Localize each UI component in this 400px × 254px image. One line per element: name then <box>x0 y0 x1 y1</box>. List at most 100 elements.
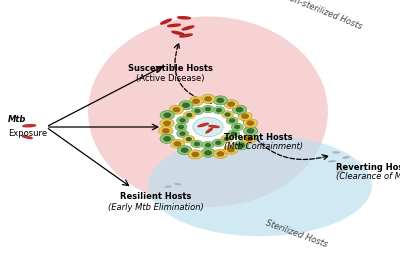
Circle shape <box>164 113 170 117</box>
Text: (Active Disease): (Active Disease) <box>136 74 204 83</box>
Circle shape <box>216 141 221 144</box>
Circle shape <box>176 117 188 124</box>
Circle shape <box>173 108 180 112</box>
Text: Sterilized Hosts: Sterilized Hosts <box>264 218 328 249</box>
Circle shape <box>180 119 185 122</box>
Circle shape <box>163 129 169 133</box>
Circle shape <box>175 123 187 131</box>
Circle shape <box>201 94 215 103</box>
Circle shape <box>187 114 192 117</box>
Circle shape <box>159 126 173 135</box>
Ellipse shape <box>22 136 32 138</box>
Circle shape <box>195 109 200 113</box>
Circle shape <box>238 112 252 121</box>
Circle shape <box>217 98 224 102</box>
Circle shape <box>228 130 240 138</box>
Circle shape <box>206 144 210 147</box>
Circle shape <box>224 100 238 109</box>
Circle shape <box>180 132 185 135</box>
Circle shape <box>247 129 254 133</box>
Circle shape <box>234 141 248 150</box>
Circle shape <box>160 119 174 128</box>
Text: (Mtb Containment): (Mtb Containment) <box>224 141 303 151</box>
Text: (Clearance of Mtb): (Clearance of Mtb) <box>336 172 400 181</box>
Circle shape <box>169 105 184 114</box>
Text: Reverting Hosts: Reverting Hosts <box>336 163 400 172</box>
Circle shape <box>188 150 202 159</box>
Circle shape <box>177 146 192 155</box>
Circle shape <box>212 139 224 147</box>
Circle shape <box>202 105 214 113</box>
Circle shape <box>201 148 215 157</box>
Circle shape <box>242 114 248 118</box>
Circle shape <box>230 119 234 122</box>
Circle shape <box>226 117 238 124</box>
Circle shape <box>213 149 228 158</box>
Text: Mtb: Mtb <box>8 115 26 124</box>
Circle shape <box>213 106 225 114</box>
Text: Non-sterilized Hosts: Non-sterilized Hosts <box>282 0 363 31</box>
Text: Exposure: Exposure <box>8 129 47 138</box>
Circle shape <box>228 102 234 106</box>
Circle shape <box>235 125 240 129</box>
Circle shape <box>193 117 223 137</box>
Circle shape <box>222 111 234 118</box>
Circle shape <box>202 141 214 149</box>
Circle shape <box>231 132 236 135</box>
Circle shape <box>217 152 224 156</box>
Circle shape <box>224 145 238 154</box>
Circle shape <box>236 108 243 112</box>
Ellipse shape <box>206 128 212 133</box>
Circle shape <box>246 137 252 141</box>
Ellipse shape <box>209 125 219 128</box>
Text: Tolerant Hosts: Tolerant Hosts <box>224 133 293 142</box>
Text: Resilient Hosts: Resilient Hosts <box>120 192 192 201</box>
Circle shape <box>174 142 180 146</box>
Circle shape <box>189 97 203 106</box>
Circle shape <box>179 101 193 110</box>
Circle shape <box>183 111 195 119</box>
Ellipse shape <box>175 184 181 185</box>
Ellipse shape <box>178 17 190 19</box>
Circle shape <box>164 137 170 141</box>
Circle shape <box>243 126 258 135</box>
Circle shape <box>224 137 229 140</box>
Circle shape <box>186 138 191 141</box>
Ellipse shape <box>161 19 171 24</box>
Ellipse shape <box>182 26 194 30</box>
Ellipse shape <box>339 166 345 167</box>
Ellipse shape <box>180 34 192 37</box>
Circle shape <box>205 97 211 101</box>
Ellipse shape <box>337 171 343 172</box>
Circle shape <box>160 134 174 144</box>
Circle shape <box>164 121 170 125</box>
Circle shape <box>213 96 228 105</box>
Circle shape <box>247 121 254 125</box>
Ellipse shape <box>329 161 335 162</box>
Circle shape <box>231 123 243 131</box>
Circle shape <box>225 113 230 116</box>
Circle shape <box>194 142 199 146</box>
Circle shape <box>160 111 174 120</box>
Circle shape <box>216 109 221 112</box>
Circle shape <box>243 119 258 128</box>
Ellipse shape <box>148 135 372 236</box>
Circle shape <box>183 135 195 143</box>
Ellipse shape <box>23 125 36 127</box>
Circle shape <box>176 130 188 137</box>
Circle shape <box>170 139 184 148</box>
Circle shape <box>178 125 183 129</box>
Circle shape <box>206 107 210 110</box>
Circle shape <box>238 143 244 147</box>
Ellipse shape <box>343 157 349 158</box>
Circle shape <box>232 105 247 114</box>
Circle shape <box>191 140 203 148</box>
Ellipse shape <box>172 31 184 35</box>
Ellipse shape <box>198 123 208 127</box>
Ellipse shape <box>168 24 180 27</box>
Circle shape <box>242 134 256 144</box>
Text: (Early Mtb Elimination): (Early Mtb Elimination) <box>108 202 204 212</box>
Text: Susceptible Hosts: Susceptible Hosts <box>128 64 212 73</box>
Circle shape <box>192 152 198 156</box>
Ellipse shape <box>333 152 339 153</box>
